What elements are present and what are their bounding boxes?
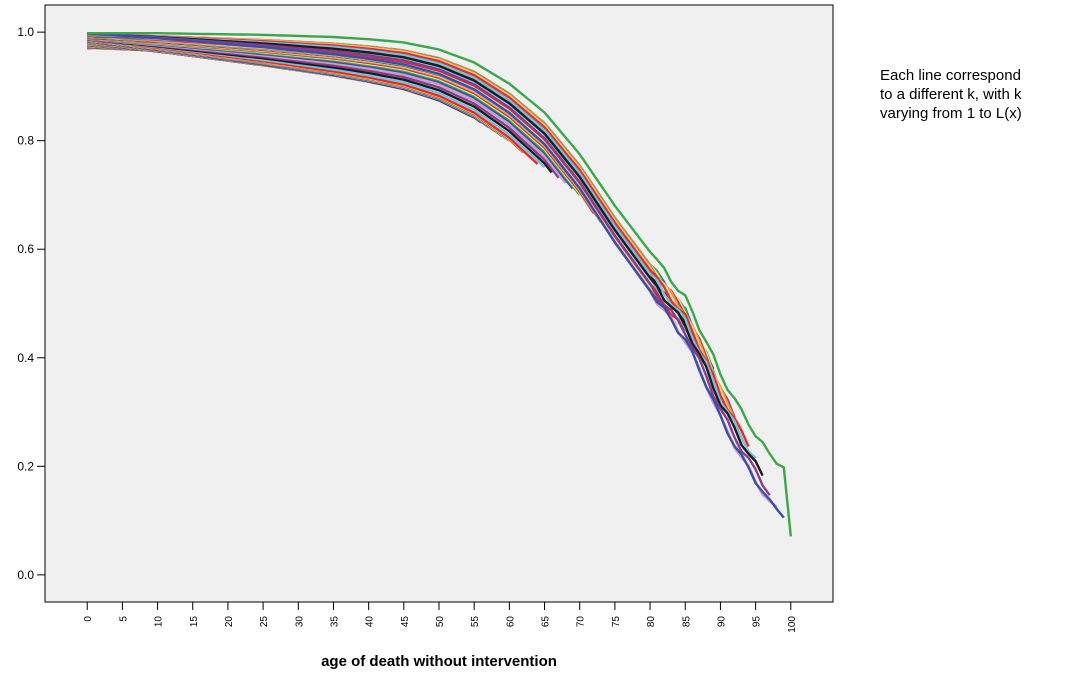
x-tick-label: 20: [224, 616, 235, 628]
x-tick-label: 40: [365, 616, 376, 628]
y-tick-label: 0.0: [17, 568, 34, 582]
series-line-90: [87, 32, 792, 537]
y-tick-label: 0.6: [17, 242, 34, 256]
y-axis: 0.0 0.2 0.4 0.6 0.8 1.0: [17, 25, 45, 582]
annotation-line-1: Each line correspond: [880, 67, 1021, 84]
annotation: Each line correspond to a different k, w…: [880, 66, 1080, 123]
x-tick-label: 5: [118, 616, 129, 622]
y-tick-label: 0.2: [17, 459, 34, 473]
x-tick-label: 55: [470, 616, 481, 628]
x-tick-label: 90: [716, 616, 727, 628]
y-tick-label: 0.4: [17, 351, 34, 365]
x-tick-label: 15: [189, 616, 200, 628]
x-tick-label: 50: [435, 616, 446, 628]
x-tick-label: 95: [752, 616, 763, 628]
x-tick-label: 60: [505, 616, 516, 628]
x-tick-label: 85: [681, 616, 692, 628]
x-tick-label: 100: [787, 616, 798, 633]
x-tick-label: 75: [611, 616, 622, 628]
x-axis: 0 5 10 15 20 25 30 35 40 45 50 55 60 65 70 75 80 85 90 95 10…: [83, 602, 798, 633]
series-line-89: [87, 32, 785, 519]
annotation-line-2: to a different k, with k: [880, 86, 1022, 103]
x-tick-label: 70: [576, 616, 587, 628]
curves-layer: [87, 32, 792, 537]
x-tick-label: 0: [83, 616, 94, 622]
plot-background: [44, 4, 834, 603]
x-tick-label: 30: [294, 616, 305, 628]
x-tick-label: 45: [400, 616, 411, 628]
x-axis-label: age of death without intervention: [321, 653, 557, 670]
x-tick-label: 65: [541, 616, 552, 628]
x-tick-label: 80: [646, 616, 657, 628]
y-tick-label: 0.8: [17, 134, 34, 148]
x-tick-label: 25: [259, 616, 270, 628]
annotation-line-3: varying from 1 to L(x): [880, 105, 1022, 122]
x-tick-label: 10: [154, 616, 165, 628]
x-tick-label: 35: [329, 616, 340, 628]
series-line-87: [87, 32, 771, 496]
y-tick-label: 1.0: [17, 25, 34, 39]
